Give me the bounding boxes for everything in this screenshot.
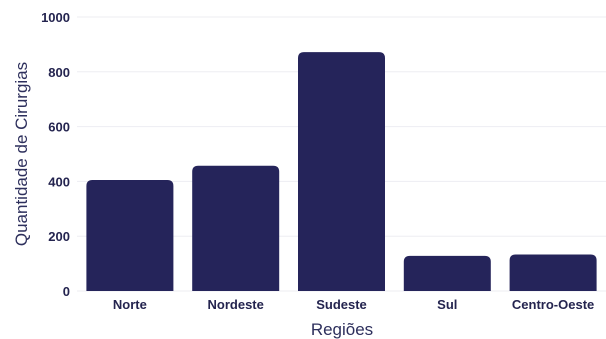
x-tick-label: Sudeste — [316, 297, 367, 312]
y-tick-label: 0 — [63, 284, 70, 299]
y-tick-label: 600 — [48, 120, 70, 135]
y-tick-label: 800 — [48, 65, 70, 80]
bars — [86, 52, 597, 292]
bar-norte — [86, 180, 174, 291]
bar-sul — [403, 255, 491, 291]
y-tick-label: 200 — [48, 229, 70, 244]
x-tick-label: Sul — [437, 297, 457, 312]
bar-nordeste — [192, 165, 280, 291]
x-axis-label: Regiões — [311, 320, 373, 339]
x-tick-label: Centro-Oeste — [512, 297, 594, 312]
bar-centro-oeste — [509, 254, 597, 291]
y-tick-label: 1000 — [41, 10, 70, 25]
x-axis-ticks: Norte Nordeste Sudeste Sul Centro-Oeste — [113, 297, 594, 312]
y-axis-label: Quantidade de Cirurgias — [12, 62, 31, 246]
x-tick-label: Norte — [113, 297, 147, 312]
y-tick-label: 400 — [48, 174, 70, 189]
bar-sudeste — [298, 52, 385, 292]
x-tick-label: Nordeste — [208, 297, 264, 312]
y-axis-ticks: 0 200 400 600 800 1000 — [41, 10, 70, 299]
